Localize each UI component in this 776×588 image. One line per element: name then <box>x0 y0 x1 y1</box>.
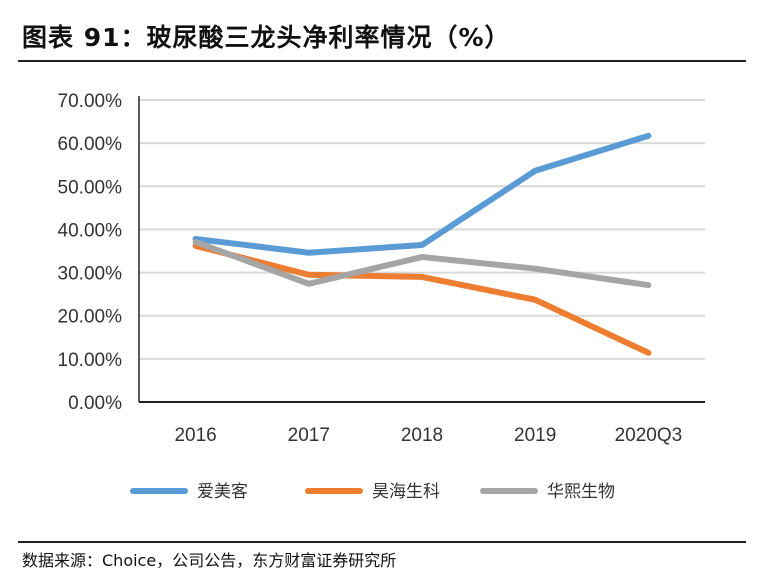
series-line-1 <box>192 132 652 256</box>
y-tick-label: 10.00% <box>58 350 123 371</box>
x-tick-label: 2019 <box>514 425 556 446</box>
figure-title: 图表 91：玻尿酸三龙头净利率情况（%） <box>22 23 511 52</box>
top-rule <box>18 60 746 62</box>
y-tick-label: 60.00% <box>58 134 123 155</box>
bottom-rule <box>18 541 746 543</box>
y-tick-label: 50.00% <box>58 177 123 198</box>
y-tick-label: 40.00% <box>58 220 123 241</box>
y-tick-label: 30.00% <box>58 264 123 285</box>
x-tick-label: 2018 <box>401 425 443 446</box>
x-tick-label: 2016 <box>174 425 216 446</box>
source-note: 数据来源：Choice，公司公告，东方财富证券研究所 <box>22 551 397 570</box>
y-tick-label: 20.00% <box>58 307 123 328</box>
legend-label: 爱美客 <box>197 482 248 502</box>
legend-label: 华熙生物 <box>547 482 615 502</box>
x-tick-label: 2017 <box>288 425 330 446</box>
x-tick-label: 2020Q3 <box>615 425 683 446</box>
y-tick-label: 0.00% <box>68 393 122 414</box>
series-line-2 <box>192 242 652 356</box>
legend-label: 昊海生科 <box>372 482 440 502</box>
y-tick-label: 70.00% <box>58 91 123 112</box>
